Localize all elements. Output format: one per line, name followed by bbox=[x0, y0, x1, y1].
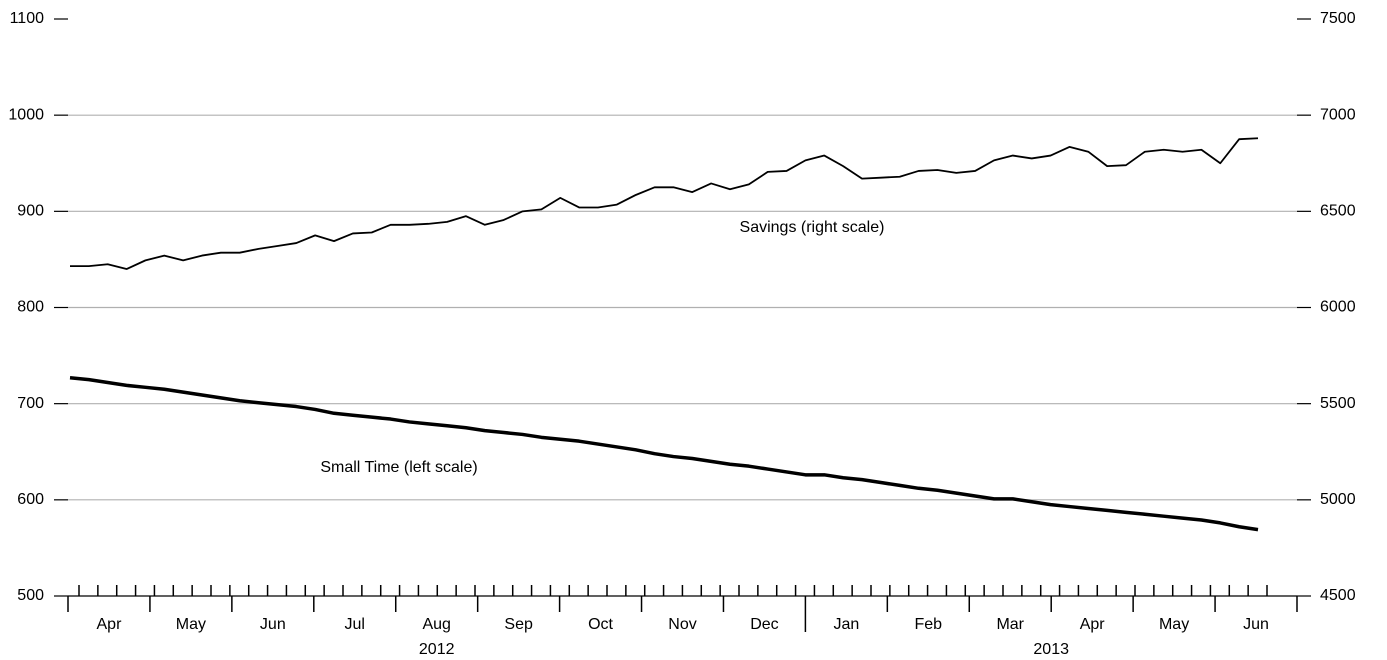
x-tick-label: May bbox=[176, 616, 206, 633]
x-tick-label: Nov bbox=[668, 616, 696, 633]
series-label: Small Time (left scale) bbox=[320, 459, 477, 476]
y-tick-label: 500 bbox=[17, 587, 44, 604]
y2-tick-label: 6000 bbox=[1320, 299, 1356, 316]
x-tick-label: Dec bbox=[750, 616, 778, 633]
y-tick-label: 1000 bbox=[8, 106, 44, 123]
y-tick-label: 600 bbox=[17, 491, 44, 508]
x-group-label: 2012 bbox=[419, 641, 455, 658]
series-label: Savings (right scale) bbox=[740, 219, 885, 236]
x-tick-label: Jul bbox=[345, 616, 365, 633]
y2-tick-label: 6500 bbox=[1320, 203, 1356, 220]
x-tick-label: Jan bbox=[833, 616, 859, 633]
y-tick-label: 700 bbox=[17, 395, 44, 412]
y2-tick-label: 5000 bbox=[1320, 491, 1356, 508]
y-tick-label: 800 bbox=[17, 299, 44, 316]
x-tick-label: Jun bbox=[1243, 616, 1269, 633]
x-tick-label: Feb bbox=[915, 616, 943, 633]
x-group-label: 2013 bbox=[1033, 641, 1069, 658]
y-tick-label: 1100 bbox=[10, 10, 45, 27]
x-tick-label: May bbox=[1159, 616, 1189, 633]
x-tick-label: Mar bbox=[996, 616, 1024, 633]
y2-tick-label: 4500 bbox=[1320, 587, 1356, 604]
x-tick-label: Apr bbox=[1080, 616, 1106, 633]
series-line bbox=[69, 375, 1259, 532]
x-tick-label: Apr bbox=[97, 616, 123, 633]
x-tick-label: Sep bbox=[504, 616, 533, 633]
x-tick-label: Oct bbox=[588, 616, 613, 633]
y2-tick-label: 7000 bbox=[1320, 106, 1356, 123]
series-line bbox=[70, 137, 1259, 270]
y2-tick-label: 5500 bbox=[1320, 395, 1356, 412]
y2-tick-label: 7500 bbox=[1320, 10, 1356, 27]
x-tick-label: Aug bbox=[422, 616, 450, 633]
y-tick-label: 900 bbox=[17, 203, 44, 220]
x-tick-label: Jun bbox=[260, 616, 286, 633]
